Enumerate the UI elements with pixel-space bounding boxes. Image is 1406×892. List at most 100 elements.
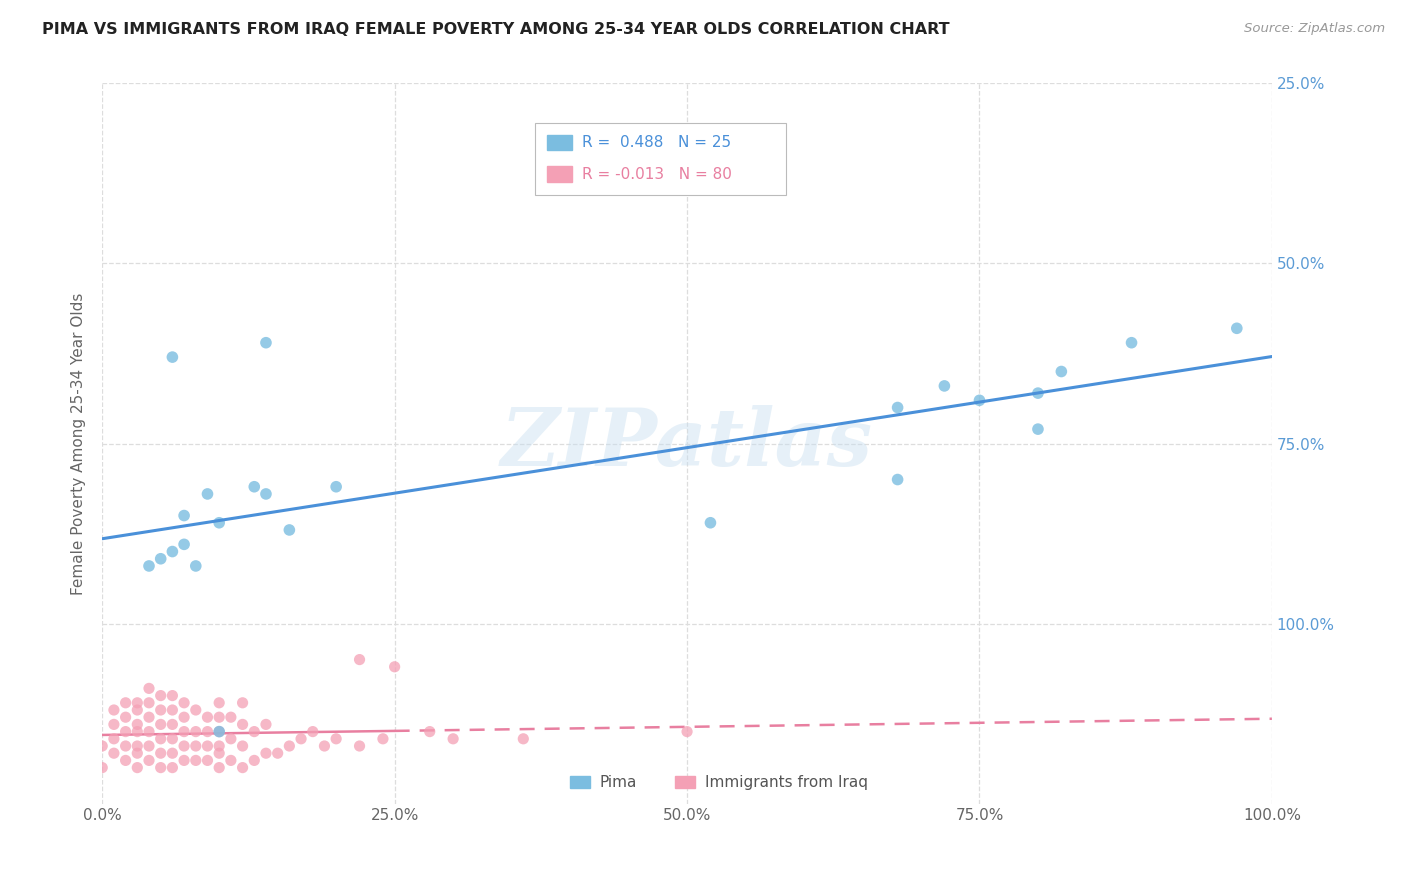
- Point: [1026, 386, 1049, 401]
- Point: [349, 739, 371, 753]
- Text: R =  0.488   N = 25: R = 0.488 N = 25: [582, 135, 731, 150]
- Point: [162, 761, 184, 775]
- Point: [419, 724, 441, 739]
- Point: [184, 739, 207, 753]
- Point: [162, 731, 184, 746]
- Point: [1226, 321, 1249, 335]
- Point: [232, 717, 254, 731]
- FancyBboxPatch shape: [536, 123, 786, 195]
- Point: [138, 696, 160, 710]
- Point: [103, 717, 125, 731]
- Point: [371, 731, 394, 746]
- Point: [886, 473, 908, 487]
- Point: [138, 753, 160, 767]
- Y-axis label: Female Poverty Among 25-34 Year Olds: Female Poverty Among 25-34 Year Olds: [72, 293, 86, 595]
- Point: [162, 717, 184, 731]
- Point: [103, 746, 125, 760]
- Point: [103, 731, 125, 746]
- Point: [149, 761, 172, 775]
- Point: [173, 537, 195, 551]
- Point: [254, 335, 277, 350]
- Point: [138, 739, 160, 753]
- Point: [149, 731, 172, 746]
- Point: [699, 516, 721, 530]
- Point: [266, 746, 288, 760]
- Point: [149, 717, 172, 731]
- Point: [219, 710, 242, 724]
- Point: [184, 753, 207, 767]
- Point: [149, 551, 172, 566]
- Text: R = -0.013   N = 80: R = -0.013 N = 80: [582, 167, 731, 182]
- Point: [325, 480, 347, 494]
- Text: Pima: Pima: [599, 774, 637, 789]
- Bar: [547, 166, 572, 182]
- Point: [243, 753, 266, 767]
- Point: [138, 710, 160, 724]
- Point: [254, 717, 277, 731]
- Point: [173, 753, 195, 767]
- Point: [208, 761, 231, 775]
- Point: [278, 523, 301, 537]
- Point: [149, 689, 172, 703]
- Point: [1121, 335, 1143, 350]
- Point: [127, 717, 149, 731]
- Text: Source: ZipAtlas.com: Source: ZipAtlas.com: [1244, 22, 1385, 36]
- Point: [173, 696, 195, 710]
- Point: [138, 681, 160, 696]
- Point: [325, 731, 347, 746]
- Text: ZIPatlas: ZIPatlas: [501, 405, 873, 483]
- Point: [162, 703, 184, 717]
- Point: [114, 696, 136, 710]
- Point: [114, 710, 136, 724]
- Point: [232, 696, 254, 710]
- Point: [162, 746, 184, 760]
- Point: [138, 558, 160, 573]
- Point: [243, 724, 266, 739]
- Point: [127, 703, 149, 717]
- Point: [162, 544, 184, 558]
- Point: [127, 739, 149, 753]
- Point: [232, 761, 254, 775]
- Point: [254, 746, 277, 760]
- Point: [173, 508, 195, 523]
- Point: [278, 739, 301, 753]
- Point: [197, 753, 219, 767]
- Point: [219, 731, 242, 746]
- Point: [254, 487, 277, 501]
- Point: [676, 724, 699, 739]
- Point: [197, 710, 219, 724]
- Point: [969, 393, 991, 408]
- Bar: [547, 135, 572, 151]
- Point: [162, 350, 184, 364]
- Bar: [675, 775, 695, 788]
- Point: [219, 753, 242, 767]
- Point: [208, 739, 231, 753]
- Point: [441, 731, 464, 746]
- Point: [127, 696, 149, 710]
- Point: [197, 487, 219, 501]
- Point: [184, 724, 207, 739]
- Point: [384, 660, 406, 674]
- Point: [103, 703, 125, 717]
- Point: [127, 724, 149, 739]
- Point: [114, 739, 136, 753]
- Point: [173, 724, 195, 739]
- Point: [243, 480, 266, 494]
- Point: [162, 689, 184, 703]
- Point: [232, 739, 254, 753]
- Point: [138, 724, 160, 739]
- Point: [208, 710, 231, 724]
- Text: Immigrants from Iraq: Immigrants from Iraq: [704, 774, 868, 789]
- Point: [173, 710, 195, 724]
- Point: [886, 401, 908, 415]
- Point: [91, 739, 114, 753]
- Point: [173, 739, 195, 753]
- Point: [314, 739, 336, 753]
- Point: [208, 746, 231, 760]
- Point: [197, 739, 219, 753]
- Point: [127, 761, 149, 775]
- Point: [197, 724, 219, 739]
- Bar: [569, 775, 591, 788]
- Point: [114, 724, 136, 739]
- Point: [208, 516, 231, 530]
